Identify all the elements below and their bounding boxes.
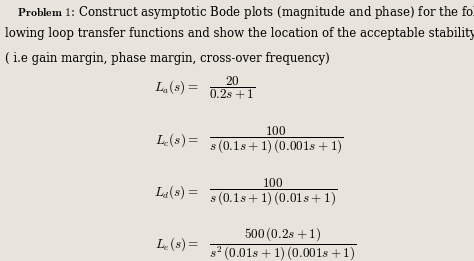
Text: $\dfrac{500\,(0.2s+1)}{s^2\,(0.01s+1)\,(0.001s+1)}$: $\dfrac{500\,(0.2s+1)}{s^2\,(0.01s+1)\,(… xyxy=(209,226,356,261)
Text: $\dfrac{20}{0.2s+1}$: $\dfrac{20}{0.2s+1}$ xyxy=(209,74,255,101)
Text: $\dfrac{100}{s\,(0.1s+1)\,(0.001s+1)}$: $\dfrac{100}{s\,(0.1s+1)\,(0.001s+1)}$ xyxy=(209,124,343,155)
Text: $L_e(s) = $: $L_e(s) = $ xyxy=(155,235,199,253)
Text: $L_a(s) = $: $L_a(s) = $ xyxy=(154,79,199,96)
Text: ( i.e gain margin, phase margin, cross-over frequency): ( i.e gain margin, phase margin, cross-o… xyxy=(5,52,329,65)
Text: $L_c(s) = $: $L_c(s) = $ xyxy=(155,131,199,149)
Text: $L_d(s) = $: $L_d(s) = $ xyxy=(154,183,199,201)
Text: lowing loop transfer functions and show the location of the acceptable stability: lowing loop transfer functions and show … xyxy=(5,27,474,40)
Text: $\mathbf{Problem\ 1}$: Construct asymptotic Bode plots (magnitude and phase) for: $\mathbf{Problem\ 1}$: Construct asympto… xyxy=(17,4,474,21)
Text: $\dfrac{100}{s\,(0.1s+1)\,(0.01s+1)}$: $\dfrac{100}{s\,(0.1s+1)\,(0.01s+1)}$ xyxy=(209,176,337,207)
